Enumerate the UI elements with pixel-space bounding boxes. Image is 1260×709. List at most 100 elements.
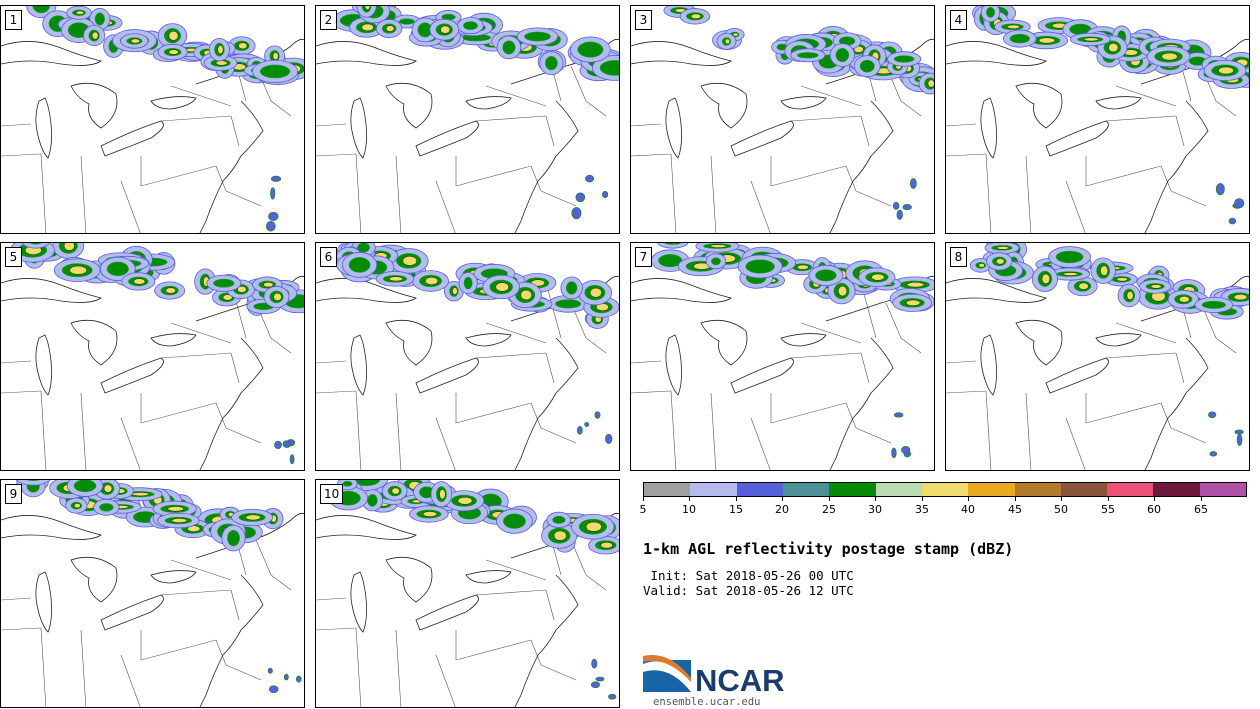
state-border (885, 302, 902, 339)
state-border (1, 360, 32, 364)
echo-heavy (1062, 272, 1078, 276)
echo-moderate (342, 481, 353, 487)
state-border (316, 390, 357, 394)
colorbar-segment (644, 483, 691, 496)
init-time: Init: Sat 2018-05-26 00 UTC (643, 568, 854, 583)
echo-isolated (268, 685, 279, 694)
state-border (215, 402, 227, 429)
colorbar-tick (829, 497, 830, 501)
echo-moderate (577, 41, 604, 58)
echo-light (657, 243, 689, 249)
coastline (100, 594, 164, 631)
echo-heavy (439, 489, 446, 500)
coastline (70, 319, 118, 366)
coastline (150, 333, 197, 347)
state-border (540, 664, 577, 681)
state-border (230, 115, 240, 147)
state-border (1, 123, 32, 127)
echo-heavy (585, 521, 602, 532)
coastline (70, 82, 118, 129)
coastline (631, 41, 732, 66)
member-label: 1 (5, 10, 22, 30)
echo-isolated (274, 440, 282, 450)
coastline (385, 556, 433, 603)
state-border (316, 153, 357, 157)
coastline (700, 319, 748, 366)
state-border (1105, 352, 1177, 359)
colorbar-tick (736, 497, 737, 501)
echo-heavy (168, 30, 179, 41)
state-border (475, 352, 547, 359)
map-6 (316, 243, 619, 470)
colorbar-tick-label: 40 (961, 503, 975, 516)
state-border (316, 597, 347, 601)
reflectivity-colorbar (643, 482, 1247, 497)
colorbar-tick-label: 15 (729, 503, 743, 516)
coastline (631, 278, 732, 303)
state-border (1105, 115, 1177, 122)
echo-heavy (797, 264, 809, 270)
ensemble-member-panel-7: 7 (630, 242, 935, 471)
coastline (350, 97, 367, 159)
echo-isolated (893, 412, 904, 418)
state-border (770, 165, 847, 187)
state-border (1, 153, 42, 157)
echo-moderate (357, 243, 370, 253)
colorbar-tick-label: 35 (915, 503, 929, 516)
coastline (1144, 100, 1209, 233)
coastline (946, 41, 1047, 66)
echo-moderate (893, 55, 915, 63)
state-border (230, 589, 240, 621)
ensemble-member-panel-6: 6 (315, 242, 620, 471)
chart-title: 1-km AGL reflectivity postage stamp (dBZ… (643, 540, 1014, 558)
coastline (829, 100, 894, 233)
state-border (355, 153, 362, 233)
coastline (385, 82, 433, 129)
state-border (946, 153, 987, 157)
echo-heavy (710, 244, 727, 248)
state-border (215, 165, 227, 192)
coastline (35, 97, 52, 159)
echo-isolated (891, 447, 897, 459)
echo-heavy (422, 511, 437, 517)
echo-heavy (131, 492, 150, 497)
echo-isolated (605, 433, 613, 444)
echo-heavy (1161, 52, 1178, 61)
state-border (1025, 392, 1032, 470)
coastline (730, 357, 794, 394)
echo-moderate (1201, 300, 1227, 309)
colorbar-tick (1108, 497, 1109, 501)
echo-heavy (457, 496, 473, 505)
colorbar-segment (1107, 483, 1154, 496)
state-border (120, 654, 141, 707)
map-10 (316, 480, 619, 707)
coastline (514, 100, 579, 233)
state-border (800, 322, 862, 344)
echo-heavy (553, 530, 567, 541)
state-border (80, 629, 87, 707)
coastline (946, 278, 1047, 303)
ensemble-url[interactable]: ensemble.ucar.edu (653, 696, 761, 708)
colorbar-tick (922, 497, 923, 501)
state-border (900, 100, 922, 117)
echo-moderate (463, 276, 473, 290)
member-label: 10 (320, 484, 344, 504)
echo-heavy (91, 31, 99, 40)
echo-heavy (906, 299, 921, 306)
ensemble-member-panel-5: 5 (0, 242, 305, 471)
echo-heavy (69, 265, 87, 275)
echo-isolated (608, 693, 617, 700)
echo-isolated (585, 174, 595, 183)
colorbar-tick (643, 497, 644, 501)
echo-isolated (909, 178, 917, 189)
echo-heavy (1100, 265, 1109, 276)
state-border (316, 123, 347, 127)
ncar-logo-icon: NCAR (643, 654, 785, 694)
state-border (160, 352, 232, 359)
colorbar-segment (690, 483, 737, 496)
coastline (665, 334, 682, 396)
state-border (455, 402, 532, 424)
state-border (570, 65, 587, 102)
echo-heavy (171, 518, 188, 523)
echo-heavy (600, 542, 613, 549)
